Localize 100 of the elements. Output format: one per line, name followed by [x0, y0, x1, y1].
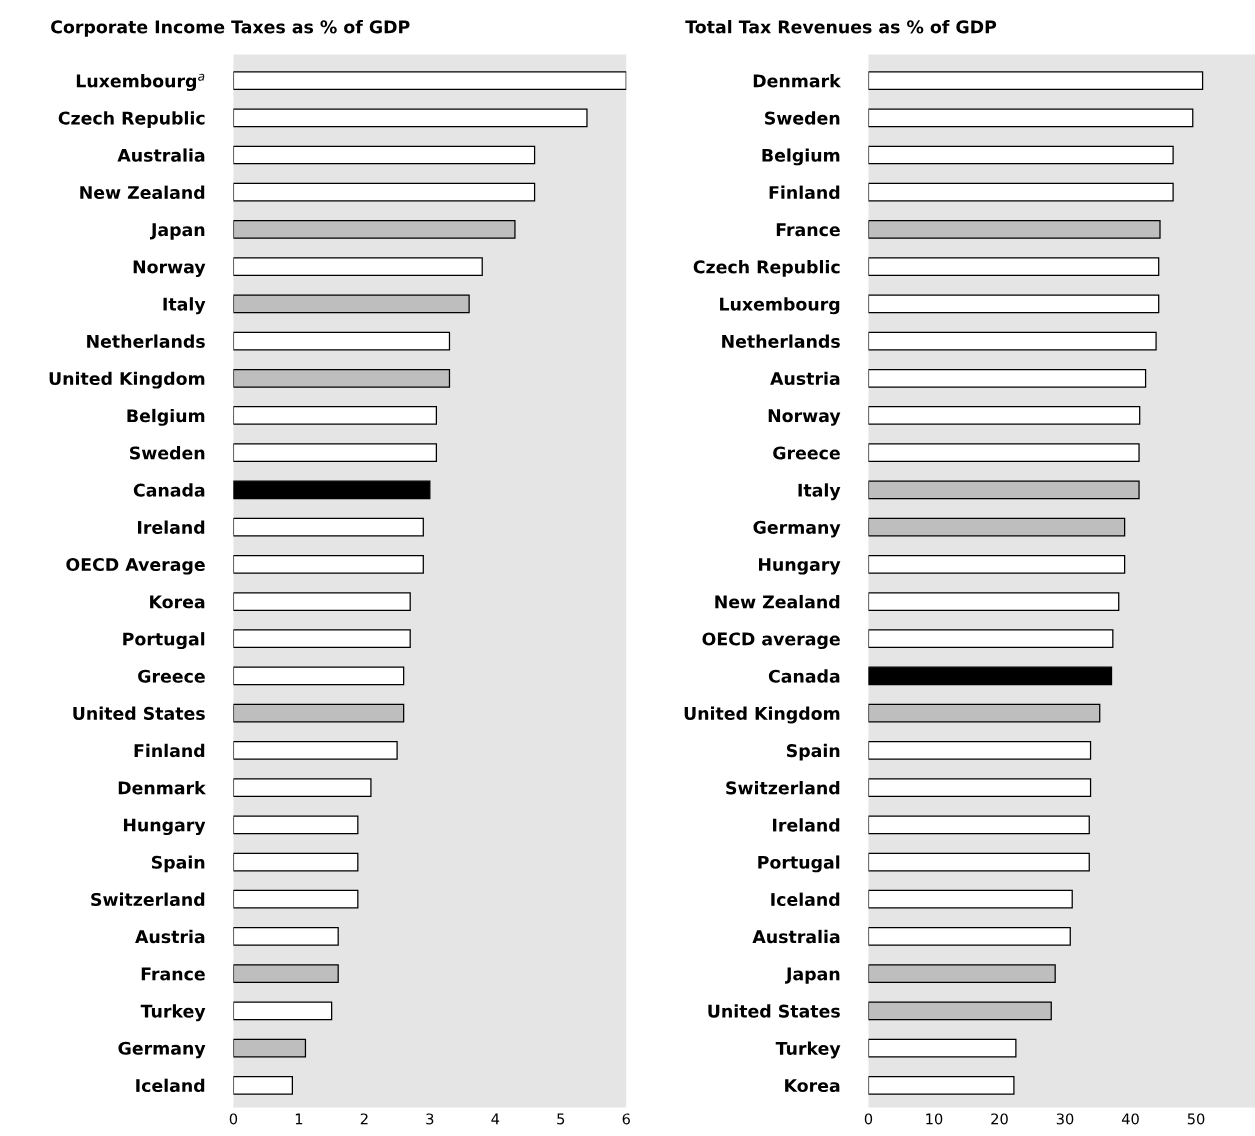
y-tick-label: Turkey [140, 1004, 206, 1022]
y-tick-label: Ireland [773, 818, 840, 832]
y-tick-label: United States [73, 706, 205, 721]
x-tick-label: 40 [1121, 1113, 1139, 1125]
y-tick-label: Norway [768, 409, 841, 426]
y-tick-label: France [776, 223, 840, 237]
bar [868, 108, 1194, 128]
bar [868, 741, 1092, 760]
bar [233, 927, 339, 946]
bar [233, 592, 411, 611]
bar [868, 852, 1090, 872]
y-tick-label: Austria [135, 929, 205, 944]
bar [233, 554, 424, 574]
x-tick-label: 2 [360, 1113, 368, 1125]
bar [868, 368, 1147, 388]
y-tick-label: Spain [786, 743, 840, 761]
bar [233, 517, 424, 537]
y-tick-label: Canada [133, 483, 205, 497]
y-tick-label: Luxembourg$^{a}$ [76, 73, 205, 91]
y-tick-label: Korea [150, 595, 205, 609]
y-tick-label: Ireland [138, 520, 205, 534]
bar [868, 220, 1161, 239]
x-tick-label: 50 [1187, 1113, 1205, 1125]
bar [868, 1075, 1015, 1095]
y-tick-label: Netherlands [87, 334, 205, 348]
y-tick-label: Greece [138, 669, 205, 683]
bar [233, 889, 359, 909]
x-tick-label: 20 [991, 1113, 1008, 1125]
bar [233, 1001, 333, 1021]
y-tick-label: Portugal [123, 632, 205, 650]
bar [233, 257, 483, 277]
y-tick-label: United Kingdom [684, 706, 840, 724]
bar [233, 406, 438, 425]
bar [233, 741, 398, 760]
chart-title: Total Tax Revenues as % of GDP [685, 20, 997, 34]
bar [868, 1038, 1017, 1058]
bar [868, 927, 1071, 946]
y-tick-label: Portugal [758, 855, 840, 873]
chart-title: Corporate Income Taxes as % of GDP [51, 20, 410, 37]
x-tick-label: 4 [491, 1113, 500, 1125]
bar [868, 815, 1090, 835]
bar [233, 71, 627, 90]
y-tick-label: Australia [117, 148, 205, 162]
y-tick-label: Luxembourg [720, 297, 840, 315]
bar [868, 1001, 1052, 1021]
bar [233, 182, 536, 202]
x-tick-label: 3 [426, 1113, 434, 1125]
bar [868, 257, 1160, 277]
y-tick-label: Switzerland [726, 780, 840, 795]
x-tick-label: 30 [1056, 1113, 1074, 1125]
bar [233, 294, 470, 314]
bar [868, 554, 1126, 574]
y-tick-label: OECD Average [66, 557, 205, 575]
y-tick-label: Denmark [753, 73, 842, 88]
bar [233, 108, 588, 128]
bar [868, 145, 1174, 165]
y-tick-label: Finland [134, 743, 205, 758]
bar [233, 368, 451, 388]
y-tick-label: Iceland [771, 892, 840, 907]
bar [868, 778, 1092, 797]
bar [868, 71, 1204, 90]
x-tick-label: 0 [229, 1113, 238, 1125]
bar [868, 182, 1174, 202]
y-tick-label: Greece [773, 446, 840, 460]
y-tick-label: Hungary [759, 558, 841, 575]
y-tick-label: Australia [752, 929, 840, 944]
bar [233, 480, 431, 500]
y-tick-label: Italy [163, 297, 206, 315]
bar [233, 815, 359, 835]
y-tick-label: Spain [151, 855, 205, 873]
y-tick-label: Belgium [127, 408, 205, 426]
bar [233, 964, 339, 984]
y-tick-label: Austria [770, 371, 840, 386]
bar [868, 331, 1157, 351]
bar [868, 294, 1160, 314]
bar [868, 592, 1120, 611]
y-tick-label: Italy [798, 483, 841, 501]
y-tick-label: Switzerland [91, 892, 205, 907]
bar [233, 331, 451, 351]
y-tick-label: Japan [150, 223, 205, 240]
y-tick-label: Hungary [123, 818, 206, 836]
bar [868, 443, 1140, 463]
bar [233, 443, 438, 463]
y-tick-label: Denmark [118, 780, 206, 795]
y-tick-label: Belgium [762, 148, 840, 166]
x-tick-label: 5 [557, 1113, 565, 1125]
y-tick-label: New Zealand [80, 185, 205, 200]
bar [868, 629, 1114, 649]
y-tick-label: Sweden [130, 446, 205, 460]
bar [233, 1075, 293, 1095]
bar [868, 480, 1140, 500]
bar [868, 889, 1073, 909]
y-tick-label: Germany [753, 520, 841, 538]
bar [868, 666, 1113, 686]
x-tick-label: 6 [622, 1113, 630, 1125]
y-tick-label: Finland [769, 185, 840, 200]
y-tick-label: Turkey [775, 1041, 841, 1059]
bar [233, 1038, 307, 1058]
bar [233, 703, 405, 723]
bar [868, 517, 1126, 537]
